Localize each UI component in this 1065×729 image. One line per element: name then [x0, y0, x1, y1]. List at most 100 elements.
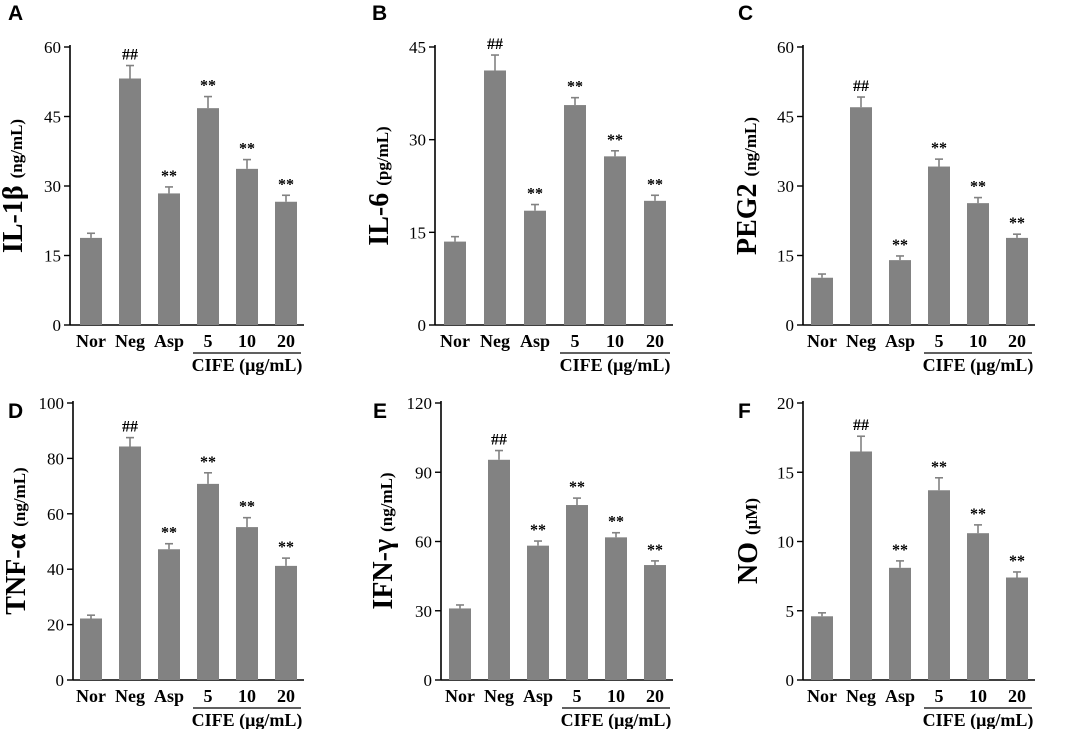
x-category-label: Asp	[154, 331, 184, 351]
y-tick-label: 15	[409, 223, 426, 242]
y-axis-label-name: TNF-α	[1, 527, 32, 615]
significance-mark: **	[200, 78, 216, 95]
x-category-label: 20	[646, 331, 664, 351]
bar	[197, 483, 219, 680]
y-axis-label: IL-1β (ng/mL)	[0, 119, 29, 253]
x-category-label: Nor	[76, 686, 106, 706]
bar	[850, 451, 872, 680]
y-tick-label: 100	[39, 394, 65, 413]
panel-b: B 0 15 30 45 Nor ## Neg ** Asp ** 5 ** 10 ** 20 CIFE (μg…	[364, 2, 673, 376]
x-category-label: 10	[238, 686, 256, 706]
x-category-label: Asp	[885, 686, 915, 706]
x-category-label: Nor	[445, 686, 475, 706]
bar	[488, 459, 510, 680]
x-category-label: 10	[969, 331, 987, 351]
bar	[967, 203, 989, 325]
y-tick-label: 60	[777, 38, 794, 57]
bar	[197, 108, 219, 325]
y-axis-label-unit: (pg/mL)	[373, 126, 392, 186]
group-label: CIFE (μg/mL)	[560, 355, 671, 376]
bar	[524, 210, 546, 325]
y-tick-label: 90	[415, 463, 432, 482]
bar	[928, 490, 950, 680]
bar	[644, 565, 666, 680]
bar	[604, 156, 626, 325]
panel-letter: D	[8, 400, 23, 423]
x-category-label: Asp	[885, 331, 915, 351]
y-tick-label: 30	[44, 177, 61, 196]
y-tick-label: 15	[777, 247, 794, 266]
group-label: CIFE (μg/mL)	[923, 710, 1034, 729]
y-axis-label: IFN-γ (ng/mL)	[368, 472, 399, 609]
y-tick-label: 30	[777, 177, 794, 196]
bar	[444, 241, 466, 325]
y-tick-label: 120	[407, 394, 433, 413]
x-category-label: 10	[606, 331, 624, 351]
bar	[484, 70, 506, 325]
y-tick-label: 0	[53, 316, 62, 335]
x-category-label: 5	[573, 686, 582, 706]
group-label: CIFE (μg/mL)	[561, 710, 672, 729]
significance-mark: **	[161, 525, 177, 542]
significance-mark: **	[530, 522, 546, 539]
x-category-label: 20	[1008, 331, 1026, 351]
x-category-label: Asp	[154, 686, 184, 706]
bar	[527, 545, 549, 680]
x-category-label: 20	[646, 686, 664, 706]
significance-mark: **	[647, 176, 663, 193]
bar	[236, 168, 258, 325]
significance-mark: ##	[853, 417, 869, 434]
y-tick-label: 30	[409, 131, 426, 150]
y-axis-label: PEG2 (ng/mL)	[732, 117, 763, 255]
bar	[566, 505, 588, 680]
bar	[1006, 577, 1028, 680]
x-category-label: Neg	[115, 686, 145, 706]
y-tick-label: 5	[786, 602, 795, 621]
panel-c: C 0 15 30 45 60 Nor ## Neg ** Asp ** 5 ** 10 ** 20 CIFE (…	[732, 2, 1035, 376]
bar	[80, 618, 102, 680]
y-tick-label: 60	[44, 38, 61, 57]
x-category-label: Neg	[846, 331, 876, 351]
bar	[967, 533, 989, 680]
y-tick-label: 15	[44, 247, 61, 266]
y-tick-label: 0	[56, 671, 65, 690]
significance-mark: **	[608, 514, 624, 531]
significance-mark: **	[931, 140, 947, 157]
x-category-label: Nor	[76, 331, 106, 351]
bar	[811, 277, 833, 325]
significance-mark: **	[278, 539, 294, 556]
y-axis-label: NO (μM)	[733, 498, 764, 584]
y-axis-label-unit: (ng/mL)	[741, 117, 760, 177]
y-axis-label-name: IL-1β	[0, 178, 29, 253]
bar	[119, 446, 141, 680]
significance-mark: **	[527, 186, 543, 203]
significance-mark: **	[970, 506, 986, 523]
bar	[275, 201, 297, 325]
significance-mark: ##	[122, 419, 138, 436]
y-tick-label: 30	[415, 602, 432, 621]
bar	[80, 237, 102, 325]
y-axis-label-name: IFN-γ	[368, 532, 399, 610]
x-category-label: 10	[607, 686, 625, 706]
y-tick-label: 60	[47, 505, 64, 524]
y-tick-label: 45	[409, 38, 426, 57]
y-tick-label: 45	[777, 108, 794, 127]
bar	[119, 78, 141, 325]
bar	[564, 105, 586, 326]
significance-mark: ##	[491, 432, 507, 449]
y-tick-label: 45	[44, 108, 61, 127]
panel-f: F 0 5 10 15 20 Nor ## Neg ** Asp ** 5 ** 10 ** 20 CIFE (μ…	[733, 394, 1035, 729]
y-tick-label: 0	[786, 316, 795, 335]
y-tick-label: 20	[47, 616, 64, 635]
significance-mark: **	[239, 499, 255, 516]
x-category-label: 10	[238, 331, 256, 351]
panel-letter: E	[373, 400, 387, 423]
y-tick-label: 60	[415, 533, 432, 552]
significance-mark: **	[892, 237, 908, 254]
significance-mark: **	[892, 542, 908, 559]
x-category-label: 5	[204, 686, 213, 706]
panel-letter: F	[738, 400, 751, 423]
y-tick-label: 20	[777, 394, 794, 413]
y-axis-label-name: PEG2	[732, 176, 763, 255]
x-category-label: 20	[277, 331, 295, 351]
